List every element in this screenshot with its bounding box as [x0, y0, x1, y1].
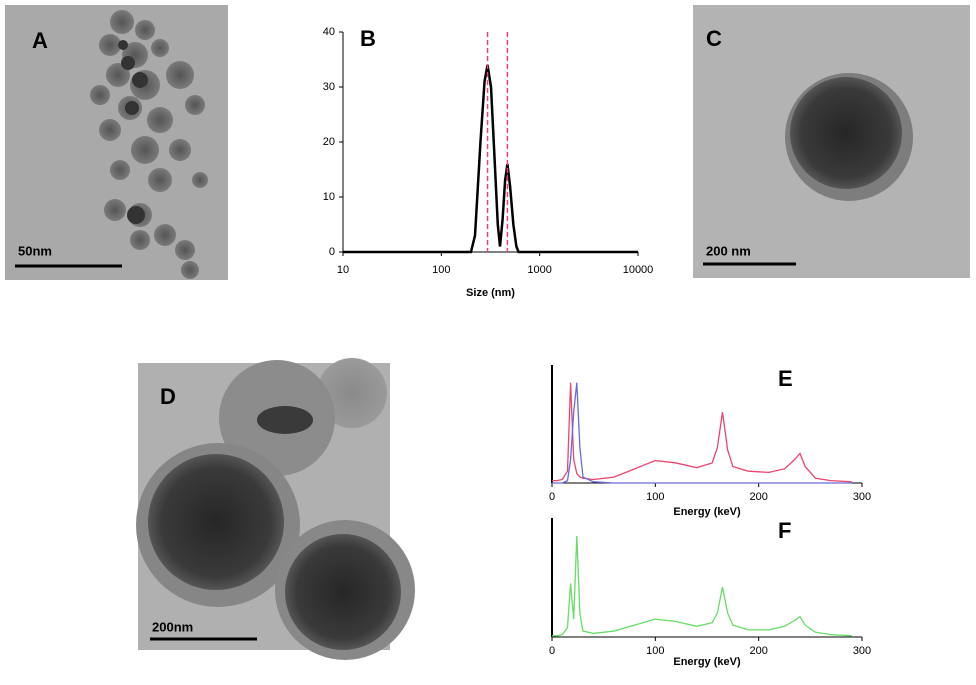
core	[285, 534, 401, 650]
panel-label: E	[778, 366, 793, 391]
x-tick-label: 0	[549, 645, 555, 657]
core-cluster	[257, 406, 313, 434]
line-series	[552, 382, 852, 484]
line-series	[343, 64, 638, 254]
scale-bar-label: 50nm	[18, 243, 52, 258]
micrograph-c	[693, 5, 970, 278]
panel-label: C	[706, 26, 722, 51]
y-tick-label: 40	[323, 26, 335, 38]
x-axis-title: Size (nm)	[466, 287, 515, 299]
y-tick-label: 10	[323, 191, 335, 203]
scale-bar-label: 200nm	[152, 619, 193, 634]
x-tick-label: 100	[432, 264, 450, 276]
panel-label: D	[160, 384, 176, 409]
panel-label: F	[778, 518, 791, 543]
x-tick-label: 200	[749, 491, 767, 503]
scale-bar-label: 200 nm	[706, 243, 751, 258]
x-tick-label: 300	[853, 645, 871, 657]
y-tick-label: 20	[323, 136, 335, 148]
x-tick-label: 300	[853, 491, 871, 503]
x-axis-title: Energy (keV)	[673, 656, 741, 668]
y-tick-label: 0	[329, 246, 335, 258]
nanoparticles	[90, 10, 208, 279]
x-axis-title: Energy (keV)	[673, 506, 741, 518]
core	[790, 77, 902, 189]
y-tick-label: 30	[323, 81, 335, 93]
x-tick-label: 200	[749, 645, 767, 657]
micrograph-d	[136, 358, 415, 660]
x-tick-label: 0	[549, 491, 555, 503]
panel-label: A	[32, 28, 48, 53]
x-tick-label: 100	[646, 491, 664, 503]
core	[148, 454, 284, 590]
x-tick-label: 10	[337, 264, 349, 276]
dark-particles	[118, 40, 148, 224]
x-tick-label: 1000	[527, 264, 551, 276]
x-tick-label: 10000	[623, 264, 654, 276]
x-tick-label: 100	[646, 645, 664, 657]
line-series	[552, 535, 852, 637]
line-series	[552, 382, 852, 483]
micrograph-a	[5, 5, 228, 280]
panel-label: B	[360, 26, 376, 51]
